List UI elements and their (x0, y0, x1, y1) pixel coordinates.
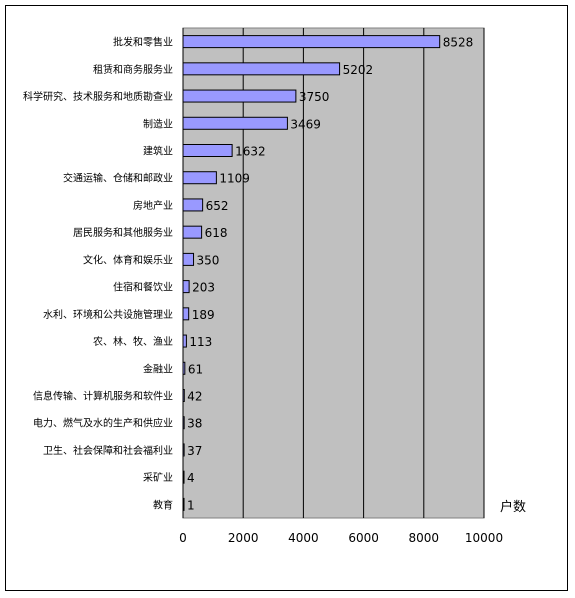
value-label: 3750 (299, 90, 330, 104)
value-label: 4 (187, 471, 195, 485)
bar (182, 361, 186, 375)
x-axis-unit-label: 户数 (500, 499, 526, 515)
bar (182, 252, 195, 266)
bar (182, 89, 297, 103)
bar (182, 225, 203, 239)
category-label: 科学研究、技术服务和地质勘查业 (23, 90, 173, 103)
category-label: 居民服务和其他服务业 (73, 226, 173, 239)
category-label: 卫生、社会保障和社会福利业 (43, 444, 173, 457)
value-labels: 8528 5202 3750 3469 1632 1109 652 618 350 203 189 1… (187, 36, 473, 513)
category-label: 制造业 (143, 117, 173, 130)
value-label: 1109 (219, 172, 250, 186)
category-label: 金融业 (143, 362, 173, 375)
value-label: 1632 (235, 145, 266, 159)
bar (182, 62, 341, 76)
category-label: 租赁和商务服务业 (93, 63, 173, 76)
x-tick-label: 10000 (465, 531, 503, 545)
bar (182, 497, 185, 511)
bar (182, 334, 187, 348)
value-label: 203 (192, 281, 215, 295)
x-tick-label: 4000 (288, 531, 319, 545)
bar (182, 35, 441, 49)
bar (182, 116, 288, 130)
gridlines (182, 28, 485, 518)
value-label: 8528 (443, 36, 474, 50)
bar (182, 171, 217, 185)
bar (182, 280, 190, 294)
bar (182, 443, 185, 457)
category-label: 教育 (153, 498, 173, 511)
category-label: 水利、环境和公共设施管理业 (43, 308, 173, 321)
bar (182, 144, 233, 157)
value-label: 1 (187, 498, 195, 512)
x-tick-label: 8000 (409, 531, 440, 545)
value-label: 618 (205, 226, 228, 240)
value-label: 189 (192, 308, 215, 322)
category-labels: 批发和零售业租赁和商务服务业科学研究、技术服务和地质勘查业制造业建筑业交通运输、… (23, 36, 173, 512)
x-tick-label: 6000 (348, 531, 379, 545)
category-label: 房地产业 (133, 199, 173, 212)
plot-area (182, 27, 485, 519)
value-label: 38 (187, 417, 202, 431)
value-label: 61 (188, 362, 203, 376)
category-label: 批发和零售业 (113, 36, 173, 49)
bars (182, 35, 441, 511)
category-label: 交通运输、仓储和邮政业 (63, 172, 173, 185)
bar (182, 416, 185, 430)
category-label: 文化、体育和娱乐业 (83, 253, 173, 266)
category-label: 电力、燃气及水的生产和供应业 (33, 417, 173, 430)
bar (182, 307, 190, 321)
bar (182, 198, 204, 212)
value-label: 5202 (343, 63, 374, 77)
bar (182, 389, 185, 402)
x-tick-label: 0 (179, 531, 187, 545)
x-axis-ticks: 0 2000 4000 6000 8000 10000 (179, 531, 503, 545)
value-label: 42 (187, 390, 202, 404)
category-label: 采矿业 (143, 471, 173, 484)
value-label: 652 (206, 199, 229, 213)
value-label: 113 (189, 335, 212, 349)
x-tick-label: 2000 (228, 531, 259, 545)
value-label: 3469 (290, 117, 321, 131)
category-label: 信息传输、计算机服务和软件业 (33, 390, 173, 403)
category-label: 建筑业 (143, 145, 173, 158)
category-label: 住宿和餐饮业 (113, 281, 173, 294)
category-label: 农、林、牧、渔业 (93, 335, 173, 348)
bar (182, 470, 185, 484)
value-label: 37 (187, 444, 202, 458)
value-label: 350 (197, 253, 220, 267)
